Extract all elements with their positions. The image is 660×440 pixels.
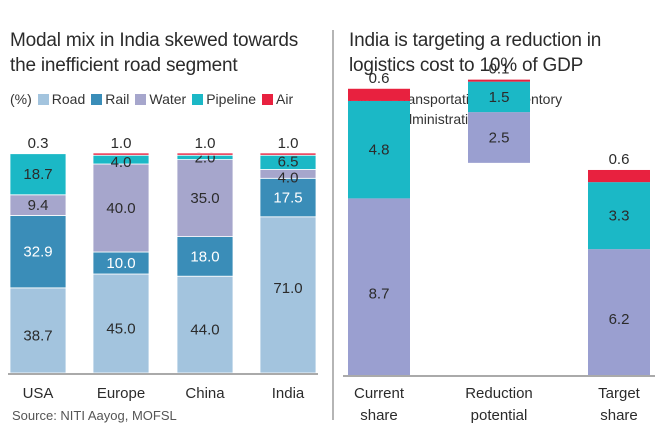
bar-current-share-inventory (348, 100, 410, 199)
x-tick-label-current-share-line1: Current (354, 385, 405, 402)
bar-usa-air (9, 152, 67, 155)
data-label-target-share-inventory: 3.3 (609, 208, 630, 225)
source-note: Source: NITI Aayog, MOFSL (12, 408, 177, 423)
data-label-usa-water: 9.4 (28, 197, 49, 214)
bar-china-air (176, 152, 234, 156)
data-label-europe-air: 1.0 (111, 135, 132, 152)
bar-india-road (259, 216, 317, 374)
x-tick-label-usa: USA (23, 385, 54, 402)
legend-label: Air (276, 91, 294, 107)
left-title-line-1: Modal mix in India skewed towards (10, 30, 299, 51)
bar-india-rail (259, 177, 317, 218)
data-label-current-share-inventory: 4.8 (369, 142, 390, 159)
bar-reduction-potential-transportation (468, 112, 530, 163)
data-label-target-share-transportation: 6.2 (609, 311, 630, 328)
legend-swatch-air (262, 93, 274, 105)
data-label-india-pipeline: 6.5 (278, 153, 299, 170)
bar-europe-water (92, 163, 150, 253)
bar-europe-air (92, 152, 150, 156)
data-label-india-air: 1.0 (278, 135, 299, 152)
left-title-line-2: the inefficient road segment (10, 55, 238, 76)
bar-target-share-administration (588, 169, 650, 183)
legend-air: Air (262, 91, 293, 107)
bar-reduction-potential-administration (468, 79, 530, 82)
data-label-china-water: 35.0 (190, 190, 219, 207)
legend-road: Road (37, 91, 86, 107)
bar-china-road (176, 275, 234, 374)
data-label-europe-rail: 10.0 (106, 255, 135, 272)
data-label-target-share-administration: 0.6 (609, 151, 630, 168)
legend-swatch-rail (91, 93, 103, 105)
legend-label: Administration (395, 111, 484, 127)
data-label-europe-water: 40.0 (106, 200, 135, 217)
x-tick-label-reduction-potential-line2: potential (471, 407, 528, 424)
x-tick-label-target-share-line2: share (600, 407, 638, 424)
data-label-china-pipeline: 2.0 (195, 150, 216, 167)
legend-pipeline: Pipeline (192, 91, 256, 107)
bar-china-rail (176, 236, 234, 277)
legend-swatch-road (37, 93, 49, 105)
data-label-usa-rail: 32.9 (23, 244, 52, 261)
bar-target-share-inventory (588, 182, 650, 250)
data-label-china-road: 44.0 (190, 322, 219, 339)
data-label-india-water: 4.0 (278, 169, 299, 186)
data-label-china-air: 1.0 (195, 135, 216, 152)
x-tick-label-europe: Europe (97, 385, 145, 402)
bar-current-share-transportation (348, 198, 410, 375)
x-tick-label-india: India (272, 385, 305, 402)
bar-india-air (259, 152, 317, 156)
legend-label: Rail (105, 91, 130, 107)
bar-usa-road (9, 287, 67, 374)
legend-swatch-water (135, 93, 147, 105)
legend-label: Pipeline (206, 91, 257, 107)
right-title-line-1: India is targeting a reduction in (349, 30, 602, 51)
data-label-usa-pipeline: 18.7 (23, 166, 52, 183)
bar-usa-pipeline (9, 153, 67, 196)
data-label-india-rail: 17.5 (273, 190, 302, 207)
data-label-reduction-potential-inventory: 1.5 (489, 89, 510, 106)
data-label-europe-pipeline: 4.0 (111, 154, 132, 171)
bar-target-share-transportation (588, 249, 650, 375)
data-label-india-road: 71.0 (273, 280, 302, 297)
legend-swatch-pipeline (192, 93, 204, 105)
data-label-reduction-potential-administration: 0.1 (489, 61, 510, 78)
x-tick-label-target-share-line1: Target (598, 385, 641, 402)
bar-usa-rail (9, 215, 67, 289)
right-title-line-2: logistics cost to 10% of GDP (349, 55, 584, 76)
legend-label: Transportation (394, 91, 485, 107)
legend-water: Water (135, 91, 186, 107)
x-tick-label-china: China (185, 385, 225, 402)
data-label-europe-road: 45.0 (106, 321, 135, 338)
legend-rail: Rail (91, 91, 129, 107)
data-label-usa-road: 38.7 (23, 327, 52, 344)
legend-label: Road (51, 91, 86, 107)
bar-current-share-administration (348, 88, 410, 101)
legend-label: Water (149, 91, 187, 107)
x-tick-label-current-share-line2: share (360, 407, 398, 424)
left-unit-label: (%) (10, 91, 32, 107)
bar-europe-road (92, 273, 150, 374)
data-label-china-rail: 18.0 (190, 248, 219, 265)
data-label-reduction-potential-transportation: 2.5 (489, 129, 510, 146)
data-label-usa-air: 0.3 (28, 135, 49, 152)
right-chart-title: India is targeting a reduction in logist… (349, 28, 601, 78)
data-label-current-share-administration: 0.6 (369, 70, 390, 87)
bar-reduction-potential-inventory (468, 81, 530, 113)
left-chart-title: Modal mix in India skewed towards the in… (10, 28, 298, 78)
x-tick-label-reduction-potential-line1: Reduction (465, 385, 533, 402)
data-label-current-share-transportation: 8.7 (369, 286, 390, 303)
panel-divider (332, 30, 334, 420)
left-legend: (%) Road Rail Water Pipeline Air (10, 91, 299, 107)
